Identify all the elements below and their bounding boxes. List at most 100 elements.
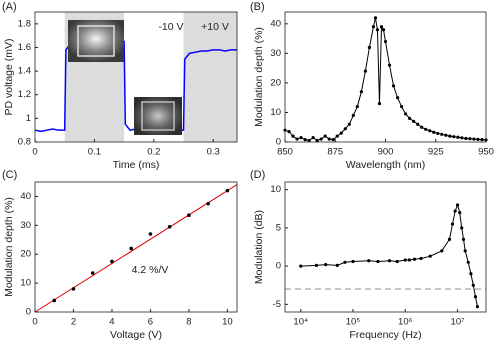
data-point <box>432 130 436 134</box>
y-tick-label: 0 <box>276 261 281 272</box>
data-point <box>331 138 335 142</box>
x-tick-label: 875 <box>327 147 343 158</box>
data-point <box>324 262 328 267</box>
data-point <box>473 295 478 299</box>
y-tick-label: 10 <box>270 184 281 195</box>
x-tick-label: 0 <box>32 147 37 158</box>
data-point <box>377 101 382 106</box>
data-point <box>471 283 475 287</box>
data-point <box>327 137 331 141</box>
data-point <box>307 138 311 143</box>
data-point <box>404 112 408 116</box>
data-point <box>110 259 114 264</box>
data-point <box>167 224 172 229</box>
data-point <box>456 135 460 139</box>
data-point <box>379 25 384 29</box>
data-point <box>466 260 470 264</box>
data-point <box>458 210 462 215</box>
data-point <box>335 134 339 138</box>
annotation: -10 V <box>158 21 183 33</box>
data-point <box>461 237 466 241</box>
axes-frame <box>284 181 487 313</box>
y-axis-label: Modulation depth (%) <box>253 27 265 127</box>
x-tick-label: 900 <box>378 147 394 158</box>
shaded-region <box>183 12 237 142</box>
data-point <box>148 232 153 236</box>
annotation: +10 V <box>201 21 229 33</box>
data-point <box>412 119 416 123</box>
axes-frame <box>284 11 487 143</box>
data-point <box>387 259 392 263</box>
x-tick-label: 0.3 <box>207 147 220 158</box>
inset-photo <box>68 20 124 62</box>
data-point <box>319 137 323 141</box>
x-tick-label: 0 <box>32 317 37 328</box>
data-point <box>395 96 400 100</box>
x-tick-label: 4 <box>109 317 114 328</box>
data-point <box>351 259 355 264</box>
panel-label: (A) <box>2 1 17 13</box>
data-point <box>447 237 452 241</box>
y-axis-label: Modulation (dB) <box>253 210 265 284</box>
data-point <box>469 272 473 276</box>
panel-label: (B) <box>250 1 265 13</box>
data-point <box>381 28 386 32</box>
data-point <box>440 249 444 253</box>
data-point <box>416 122 420 126</box>
x-tick-label: 2 <box>71 317 76 328</box>
data-point <box>363 69 367 73</box>
data-point <box>351 113 355 118</box>
x-axis-label: Wavelength (nm) <box>346 159 426 171</box>
data-point <box>428 254 432 258</box>
data-point <box>419 256 423 261</box>
data-point <box>450 222 455 226</box>
x-tick-label: 10⁴ <box>293 317 308 328</box>
data-point <box>355 104 359 109</box>
y-axis-label: Modulation depth (%) <box>3 197 15 297</box>
data-point <box>295 137 299 141</box>
y-tick-label: 40 <box>270 18 281 29</box>
y-tick-label: 5 <box>276 222 281 233</box>
data-point <box>453 209 457 213</box>
data-point <box>480 138 484 142</box>
x-tick-label: 0.1 <box>88 147 101 158</box>
data-point <box>287 130 291 134</box>
data-line <box>34 39 237 133</box>
data-point <box>460 226 464 230</box>
x-tick-label: 6 <box>148 317 153 328</box>
data-point <box>412 257 417 261</box>
x-tick-label: 925 <box>428 147 444 158</box>
x-tick-label: 10⁵ <box>346 317 361 328</box>
x-tick-label: 10 <box>222 317 233 328</box>
data-point <box>187 213 191 218</box>
data-point <box>455 203 460 207</box>
data-point <box>399 104 404 109</box>
plots: (A) 0 0.1 0.2 0.3 0.8 1 1.2 1.4 1.6 1.8 Time (ms) PD… <box>2 1 494 341</box>
data-point <box>359 90 363 94</box>
y-tick-label: -5 <box>273 299 281 310</box>
data-point <box>367 45 372 50</box>
y-tick-label: 30 <box>20 220 31 231</box>
data-point <box>339 131 343 135</box>
y-tick-label: 1.8 <box>18 18 31 29</box>
x-axis-label: Time (ms) <box>113 159 160 171</box>
data-point <box>436 131 440 136</box>
axes-frame <box>34 181 238 313</box>
data-point <box>475 305 480 309</box>
data-point <box>291 134 295 138</box>
data-point <box>383 39 388 44</box>
x-axis-label: Frequency (Hz) <box>349 329 421 341</box>
x-tick-label: 8 <box>186 317 191 328</box>
data-point <box>463 249 467 253</box>
panel-label: (D) <box>250 169 265 181</box>
data-point <box>314 263 319 267</box>
data-point <box>387 63 392 67</box>
x-axis-label: Voltage (V) <box>110 329 162 341</box>
y-tick-label: 0.8 <box>18 137 31 148</box>
y-tick-label: 40 <box>20 191 31 202</box>
x-tick-label: 950 <box>478 147 494 158</box>
x-tick-label: 0.2 <box>147 147 160 158</box>
data-line <box>300 203 478 307</box>
panel-label: (C) <box>2 169 17 181</box>
